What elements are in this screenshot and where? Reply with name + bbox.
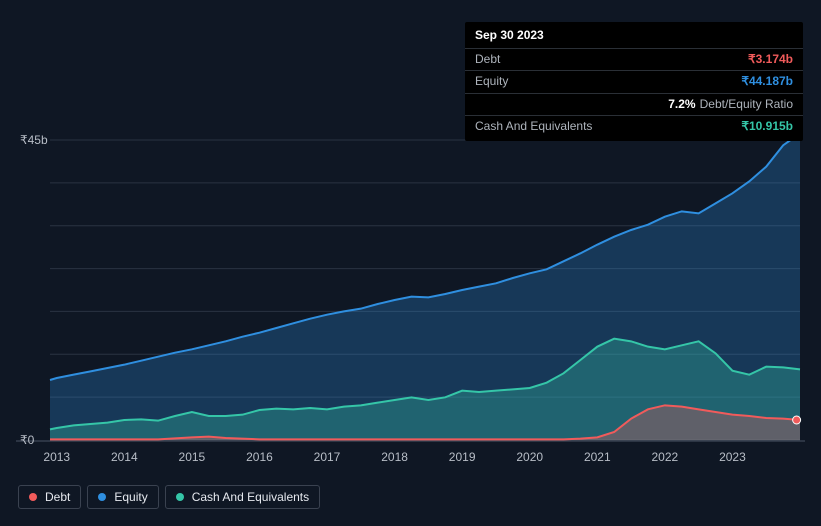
y-tick: ₹0	[20, 433, 34, 447]
legend-label: Equity	[114, 490, 147, 504]
legend-item-debt[interactable]: Debt	[18, 485, 81, 509]
x-tick: 2023	[719, 450, 746, 464]
tooltip-value: ₹44.187b	[741, 74, 793, 90]
tooltip-row: Equity ₹44.187b	[465, 70, 803, 93]
legend: Debt Equity Cash And Equivalents	[18, 485, 320, 509]
legend-label: Cash And Equivalents	[192, 490, 309, 504]
tooltip-label: Cash And Equivalents	[475, 119, 592, 135]
tooltip-date: Sep 30 2023	[465, 28, 803, 48]
x-tick: 2020	[516, 450, 543, 464]
x-tick: 2015	[179, 450, 206, 464]
tooltip-label: Debt	[475, 52, 500, 68]
legend-item-cash-and-equivalents[interactable]: Cash And Equivalents	[165, 485, 320, 509]
legend-item-equity[interactable]: Equity	[87, 485, 158, 509]
tooltip-value: ₹10.915b	[741, 119, 793, 135]
x-tick: 2017	[314, 450, 341, 464]
legend-swatch	[176, 493, 184, 501]
tooltip-row: Cash And Equivalents ₹10.915b	[465, 115, 803, 141]
x-tick: 2019	[449, 450, 476, 464]
legend-label: Debt	[45, 490, 70, 504]
tooltip-label: Equity	[475, 74, 508, 90]
x-tick: 2021	[584, 450, 611, 464]
legend-swatch	[29, 493, 37, 501]
tooltip-value: ₹3.174b	[748, 52, 793, 68]
y-tick: ₹45b	[20, 133, 48, 147]
tooltip-row: Debt ₹3.174b	[465, 48, 803, 71]
x-tick: 2014	[111, 450, 138, 464]
x-tick: 2022	[652, 450, 679, 464]
x-tick: 2016	[246, 450, 273, 464]
x-tick: 2018	[381, 450, 408, 464]
tooltip-row: 7.2%Debt/Equity Ratio	[465, 93, 803, 116]
legend-swatch	[98, 493, 106, 501]
x-tick: 2013	[43, 450, 70, 464]
end-marker	[793, 416, 801, 424]
tooltip: Sep 30 2023 Debt ₹3.174b Equity ₹44.187b 7.2…	[465, 22, 803, 141]
tooltip-ratio: 7.2%Debt/Equity Ratio	[668, 97, 793, 113]
